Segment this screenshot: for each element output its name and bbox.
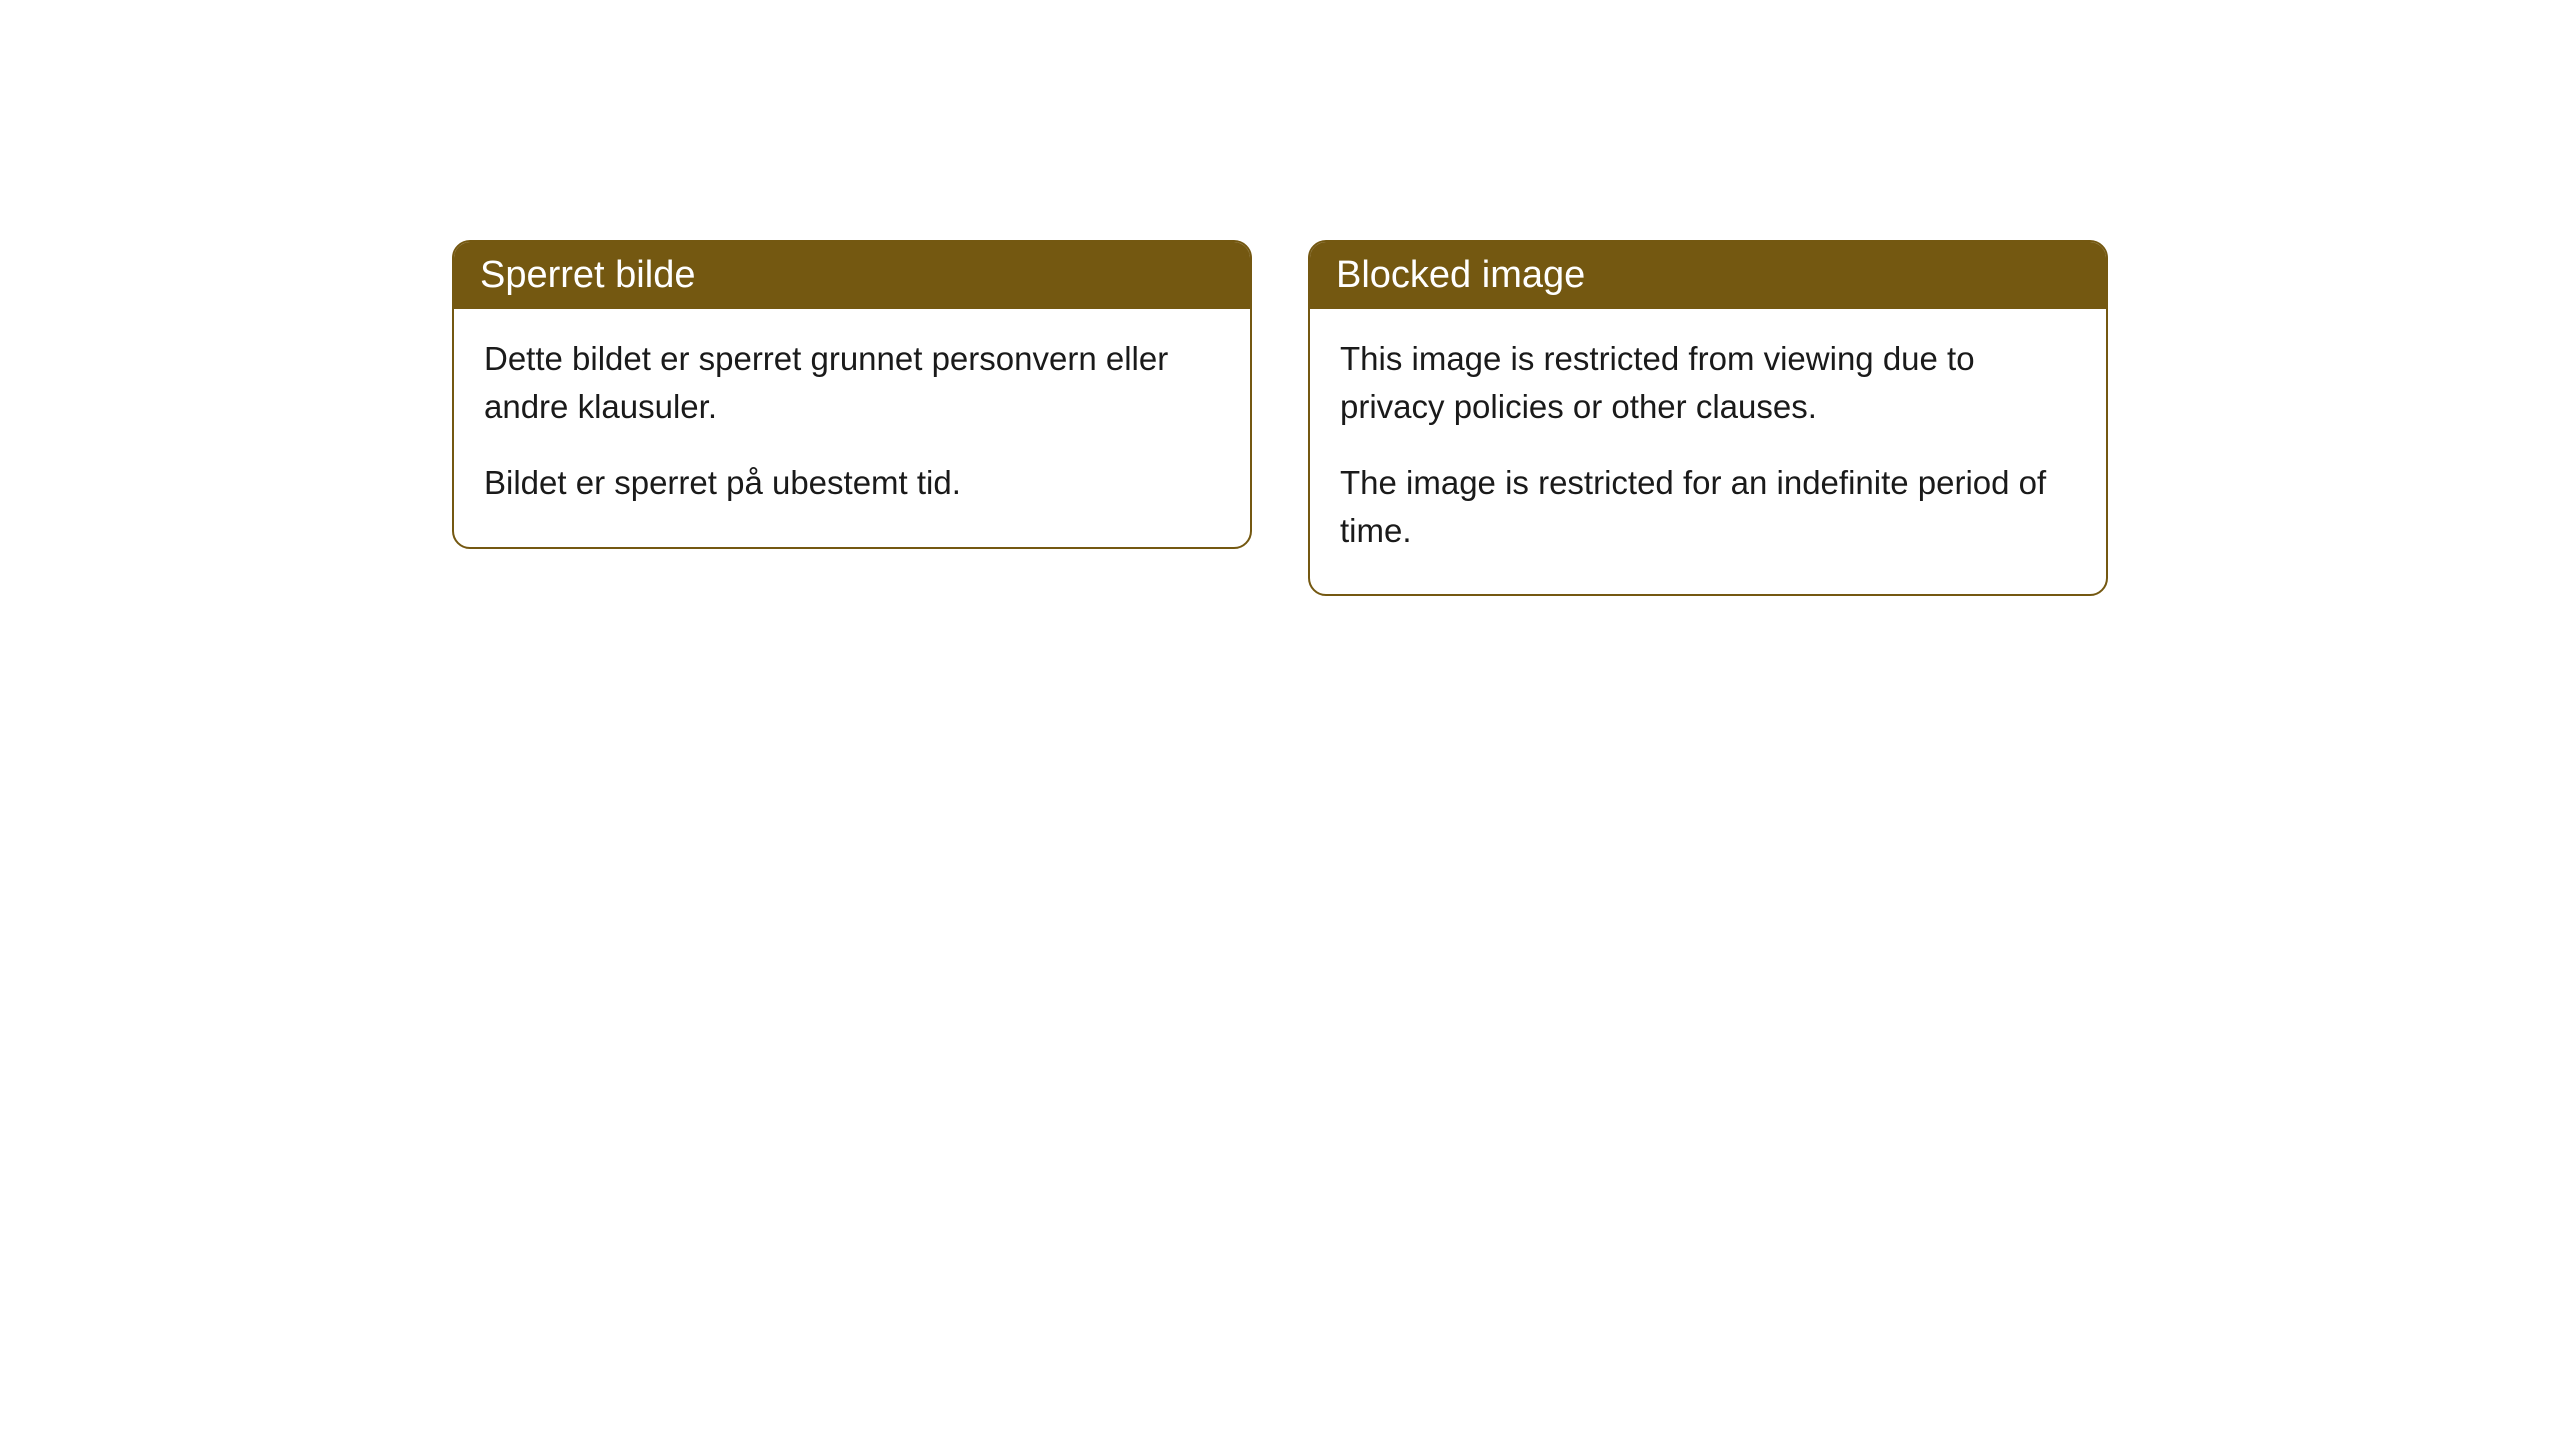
card-header: Blocked image	[1310, 242, 2106, 309]
card-body: Dette bildet er sperret grunnet personve…	[454, 309, 1250, 547]
notice-cards-container: Sperret bilde Dette bildet er sperret gr…	[452, 240, 2108, 1440]
card-body: This image is restricted from viewing du…	[1310, 309, 2106, 594]
card-paragraph: Dette bildet er sperret grunnet personve…	[484, 335, 1220, 431]
card-paragraph: Bildet er sperret på ubestemt tid.	[484, 459, 1220, 507]
card-title: Blocked image	[1336, 254, 1585, 296]
card-paragraph: This image is restricted from viewing du…	[1340, 335, 2076, 431]
blocked-image-card-no: Sperret bilde Dette bildet er sperret gr…	[452, 240, 1252, 549]
blocked-image-card-en: Blocked image This image is restricted f…	[1308, 240, 2108, 596]
card-header: Sperret bilde	[454, 242, 1250, 309]
card-paragraph: The image is restricted for an indefinit…	[1340, 459, 2076, 555]
card-title: Sperret bilde	[480, 254, 695, 296]
